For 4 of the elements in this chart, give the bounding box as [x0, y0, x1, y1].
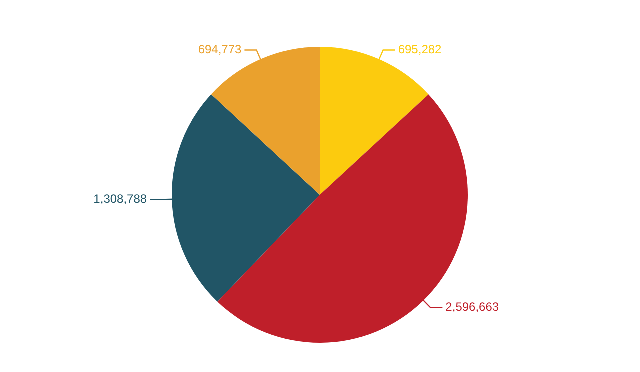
- data-label: 1,308,788: [94, 192, 148, 206]
- data-label: 694,773: [198, 42, 242, 57]
- data-label: 695,282: [398, 42, 442, 57]
- data-label: 2,596,663: [446, 300, 500, 314]
